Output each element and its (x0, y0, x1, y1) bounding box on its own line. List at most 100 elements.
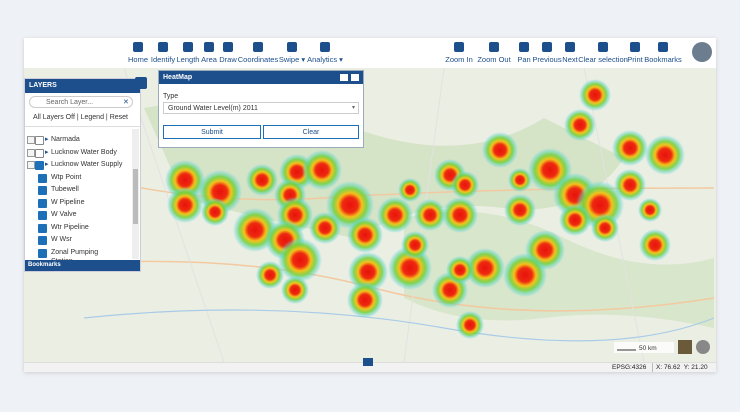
panel-link[interactable]: All Layers Off (33, 114, 75, 121)
panel-link[interactable]: Reset (109, 114, 128, 121)
layer-checkbox[interactable] (38, 236, 47, 245)
toolbar-button[interactable]: Identify (143, 38, 183, 68)
expander[interactable] (27, 148, 35, 157)
toolbar-button[interactable]: Swipe ▾ (272, 38, 312, 68)
toolbar-button[interactable]: Draw (208, 38, 248, 68)
expander[interactable] (27, 161, 35, 169)
label-text: Clear selection (578, 55, 628, 64)
compass[interactable] (696, 340, 710, 354)
toolbar-button[interactable]: Pan (504, 38, 544, 68)
toolbar-label: Bookmarks (633, 55, 693, 64)
panel-toggle[interactable] (363, 358, 373, 366)
toolbar-button[interactable]: Home (118, 38, 158, 68)
heat-blob (482, 132, 518, 168)
toolbar-button[interactable]: Zoom In (439, 38, 479, 68)
layer-checkbox[interactable] (35, 136, 44, 145)
toolbar-button[interactable]: Bookmarks (643, 38, 683, 68)
layer-arrow: ▸ (45, 148, 49, 156)
search-clear[interactable]: ✕ (123, 99, 129, 106)
status-bar: EPSG:4326 X: 76.62 Y: 21.20 (24, 358, 716, 372)
toolbar-label: Clear selection (573, 55, 633, 64)
label-text: Print (627, 55, 643, 64)
user-avatar[interactable] (692, 42, 712, 62)
layer-search[interactable]: Search Layer... (29, 96, 133, 108)
heat-blob (377, 197, 413, 233)
layer-row: ▸ Lucknow Water Body (25, 147, 132, 158)
heat-blob (201, 198, 229, 226)
heat-blob (456, 311, 484, 339)
heat-blob (645, 135, 685, 175)
layer-tree: ▸ Narmada ▸ Lucknow Water Body ▸ Lucknow Wate… (25, 129, 132, 265)
type-select[interactable]: Ground Water Level(m) 2011 (163, 102, 359, 114)
panel-links: All Layers Off | Legend | Reset (33, 114, 128, 121)
layer-checkbox[interactable] (35, 161, 44, 170)
heat-blob (414, 199, 446, 231)
sublayer-row: Wtr Pipeline (25, 222, 132, 233)
sublayer-row: Wtp Point (25, 172, 132, 183)
minimize-button[interactable] (340, 74, 348, 81)
layer-checkbox[interactable] (38, 211, 47, 220)
scroll-thumb[interactable] (133, 169, 138, 224)
heat-blob (442, 197, 478, 233)
toolbar-button[interactable]: Next (550, 38, 590, 68)
toolbar-label: Pan (494, 55, 554, 64)
panel-link[interactable]: Legend (80, 114, 104, 121)
layer-checkbox[interactable] (38, 186, 47, 195)
heat-blob (348, 252, 388, 292)
toolbar-icon (158, 42, 168, 52)
close-button[interactable] (351, 74, 359, 81)
label-text: Home (127, 55, 148, 64)
bookmarks-bar[interactable]: Bookmarks (25, 260, 140, 271)
toolbar-label: Home (108, 55, 168, 64)
separator: | (74, 114, 81, 121)
heat-blob (451, 171, 479, 199)
panel-title: LAYERS (25, 79, 140, 93)
toolbar-button[interactable]: Area (189, 38, 229, 68)
toolbar-label: Analytics ▾ (295, 55, 355, 64)
submit-button[interactable]: Submit (163, 125, 261, 139)
expander[interactable] (27, 136, 35, 144)
toolbar: Home Identify Length Area Draw Coordinates Swi… (24, 38, 716, 68)
layer-checkbox[interactable] (35, 148, 44, 158)
toolbar-label: Length (158, 55, 218, 64)
heat-blob (446, 256, 474, 284)
toolbar-button[interactable]: Length (168, 38, 208, 68)
heat-blob (246, 164, 278, 196)
type-label: Type (163, 93, 179, 100)
label-text: Identify (150, 55, 176, 64)
heat-blob (401, 231, 429, 259)
toolbar-button[interactable]: Analytics ▾ (305, 38, 345, 68)
label-text: Length (176, 55, 200, 64)
layer-checkbox[interactable] (38, 173, 47, 183)
heat-blob (614, 169, 646, 201)
toolbar-button[interactable]: Print (615, 38, 655, 68)
toolbar-button[interactable]: Previous (527, 38, 567, 68)
toolbar-icon (565, 42, 575, 52)
heat-blob (508, 168, 532, 192)
label-text: Draw (219, 55, 237, 64)
heat-blob (503, 253, 547, 297)
layer-row: ▸ Lucknow Water Supply (25, 159, 132, 170)
toolbar-icon (658, 42, 668, 52)
layer-checkbox[interactable] (38, 248, 47, 258)
heat-blob (278, 238, 322, 282)
heat-blob (579, 79, 611, 111)
toolbar-button[interactable]: Zoom Out (474, 38, 514, 68)
toolbar-button[interactable]: Clear selection (578, 38, 628, 68)
dropdown-caret: ▾ (299, 55, 306, 64)
heat-blob (591, 214, 619, 242)
toolbar-icon (489, 42, 499, 52)
toolbar-label: Zoom In (429, 55, 489, 64)
layer-checkbox[interactable] (38, 223, 47, 233)
layer-checkbox[interactable] (38, 198, 47, 208)
basemap-toggle[interactable] (678, 340, 692, 354)
toolbar-icon (204, 42, 214, 52)
toolbar-button[interactable]: Coordinates (238, 38, 278, 68)
toolbar-icon (519, 42, 529, 52)
divider (25, 126, 140, 127)
layer-label: Tubewell (51, 186, 79, 193)
toolbar-icon (320, 42, 330, 52)
layers-icon[interactable] (135, 77, 147, 89)
layer-label: Lucknow Water Body (51, 148, 117, 156)
clear-button[interactable]: Clear (263, 125, 359, 139)
